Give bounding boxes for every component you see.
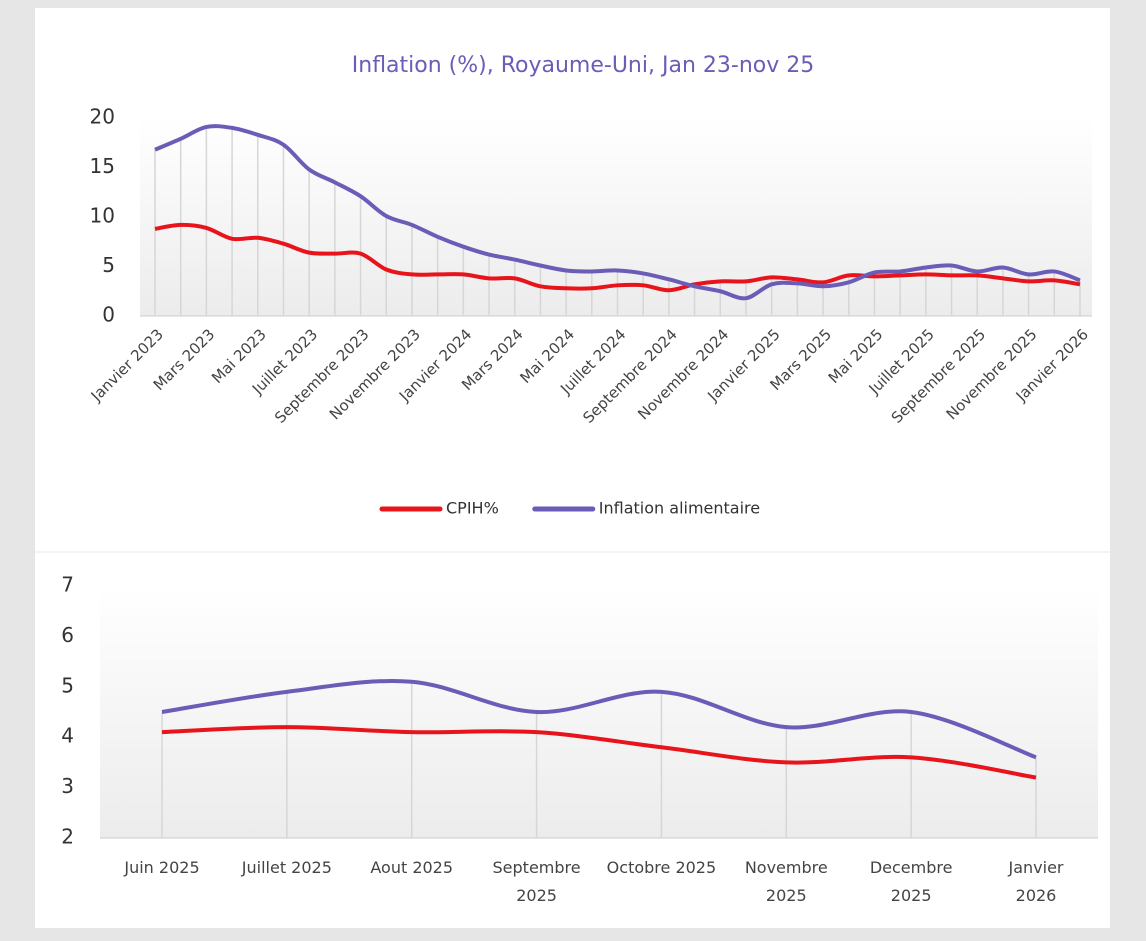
series-line <box>154 222 1081 293</box>
x-tick-label: Novembre 2025 <box>744 858 828 905</box>
x-tick-label: Decembre 2025 <box>869 858 953 905</box>
y-tick-label: 2 <box>61 825 74 849</box>
x-tick-label: Juin 2025 <box>124 858 200 877</box>
y-tick-label: 7 <box>61 573 74 597</box>
x-tick-label: Aout 2025 <box>370 858 454 877</box>
y-tick-label: 3 <box>61 774 74 798</box>
x-tick-label: Juillet 2025 <box>241 858 332 877</box>
series-line <box>161 725 1037 780</box>
y-tick-label: 20 <box>90 105 115 129</box>
y-tick-label: 10 <box>90 204 115 228</box>
y-tick-label: 4 <box>61 724 74 748</box>
chart-title: Inflation (%), Royaume-Uni, Jan 23-nov 2… <box>352 53 814 78</box>
plot-area <box>100 586 1098 838</box>
legend-label: Inflation alimentaire <box>599 499 760 518</box>
y-tick-label: 15 <box>90 154 115 178</box>
x-tick-label: Septembre 2025 <box>492 858 581 905</box>
x-tick-label: Janvier 2026 <box>1008 858 1064 905</box>
y-tick-label: 5 <box>61 673 74 697</box>
x-tick-label: Octobre 2025 <box>606 858 717 877</box>
y-tick-label: 0 <box>102 303 115 327</box>
y-tick-label: 6 <box>61 623 74 647</box>
plot-area <box>140 118 1092 316</box>
series-line <box>154 124 1081 301</box>
y-tick-label: 5 <box>102 253 115 277</box>
series-line <box>161 678 1037 760</box>
legend-label: CPIH% <box>446 499 499 518</box>
